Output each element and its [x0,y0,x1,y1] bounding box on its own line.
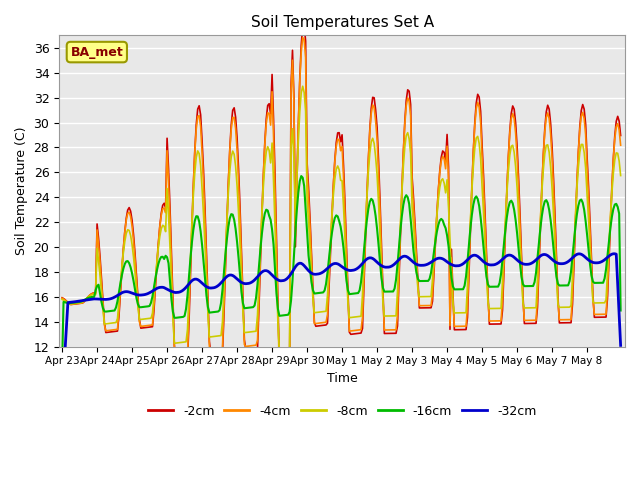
Text: BA_met: BA_met [70,46,124,59]
X-axis label: Time: Time [326,372,358,385]
Legend: -2cm, -4cm, -8cm, -16cm, -32cm: -2cm, -4cm, -8cm, -16cm, -32cm [143,400,541,423]
Y-axis label: Soil Temperature (C): Soil Temperature (C) [15,127,28,255]
Title: Soil Temperatures Set A: Soil Temperatures Set A [250,15,434,30]
